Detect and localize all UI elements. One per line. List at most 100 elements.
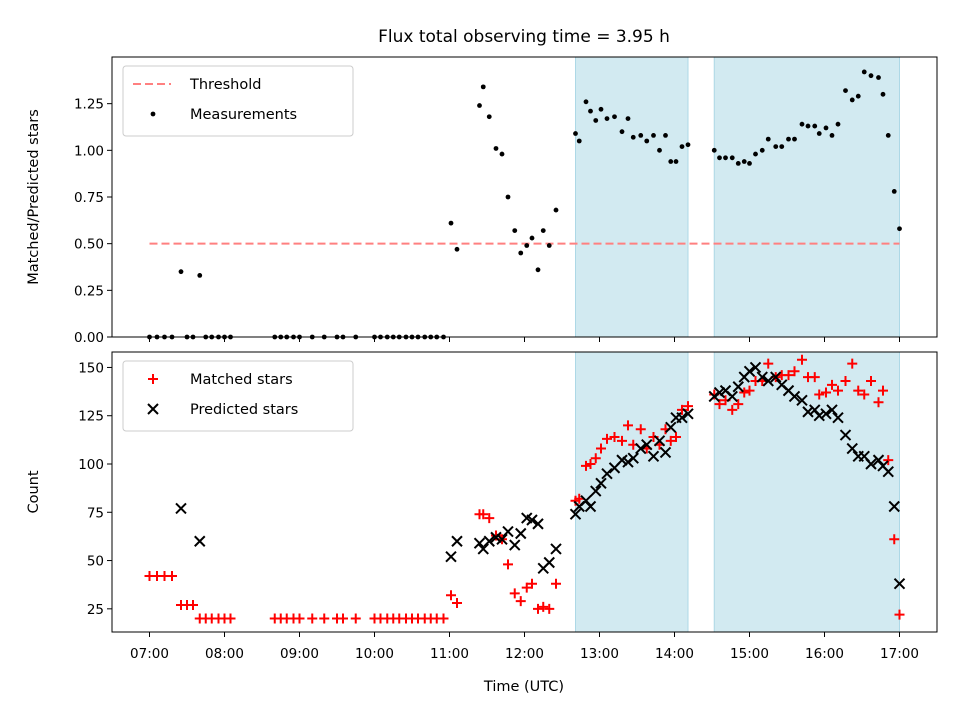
measurement-point bbox=[779, 144, 785, 150]
predicted-star-point bbox=[888, 500, 900, 513]
matched-star-point bbox=[623, 420, 633, 431]
y-tick-label: 0.25 bbox=[74, 283, 104, 299]
legend-label: Predicted stars bbox=[190, 402, 298, 418]
legend-label: Matched stars bbox=[190, 372, 293, 388]
matched-star-point bbox=[574, 493, 585, 504]
matched-star-point bbox=[581, 460, 591, 471]
predicted-star-point bbox=[749, 361, 762, 374]
x-tick-label: 13:00 bbox=[580, 646, 619, 662]
matched-star-point bbox=[635, 424, 646, 435]
matched-star-point bbox=[533, 603, 543, 614]
measurement-point bbox=[843, 88, 848, 93]
matched-star-point bbox=[814, 389, 825, 400]
predicted-star-point bbox=[726, 390, 738, 403]
x-tick-label: 14:00 bbox=[655, 646, 694, 662]
measurement-point bbox=[499, 151, 505, 157]
measurement-point bbox=[576, 138, 582, 144]
legend-label: Threshold bbox=[189, 77, 261, 93]
measurement-point bbox=[651, 133, 656, 138]
matched-star-point bbox=[544, 603, 555, 614]
measurement-point bbox=[197, 273, 203, 278]
predicted-star-point bbox=[543, 556, 555, 569]
measurement-point bbox=[486, 114, 492, 120]
predicted-star-point bbox=[477, 543, 489, 555]
matched-star-point bbox=[894, 609, 905, 620]
predicted-star-point bbox=[641, 438, 653, 451]
measurement-point bbox=[477, 103, 482, 108]
y-axis-label: Count bbox=[26, 470, 42, 513]
matched-star-point bbox=[609, 431, 620, 442]
measurement-point bbox=[529, 235, 535, 241]
ratio-panel: 0.00 0.25 0.50 0.75 1.00 1.25 Matched/Predicte… bbox=[26, 56, 938, 346]
measurement-point bbox=[816, 131, 822, 136]
matched-star-point bbox=[350, 613, 361, 624]
predicted-star-point bbox=[647, 450, 660, 462]
x-tick-label: 16:00 bbox=[805, 646, 844, 662]
predicted-star-point bbox=[569, 508, 582, 520]
matched-star-point bbox=[596, 443, 606, 454]
matched-star-point bbox=[338, 613, 348, 624]
measurement-point bbox=[668, 159, 674, 164]
observing-window-0 bbox=[575, 351, 689, 633]
measurement-point bbox=[773, 144, 779, 150]
predicted-star-point bbox=[627, 452, 639, 464]
predicted-star-point bbox=[826, 404, 838, 416]
matched-star-point bbox=[294, 613, 305, 624]
measurement-point bbox=[454, 246, 460, 252]
matched-star-point bbox=[538, 601, 549, 612]
predicted-star-point bbox=[682, 408, 694, 420]
measurement-point bbox=[625, 116, 631, 121]
measurement-point bbox=[799, 121, 805, 127]
predicted-star-point bbox=[770, 371, 782, 383]
predicted-star-point bbox=[832, 411, 844, 424]
measurement-point bbox=[518, 250, 524, 256]
measurement-point bbox=[593, 118, 599, 123]
measurement-point bbox=[673, 159, 679, 164]
measurement-point bbox=[829, 133, 835, 138]
matched-star-point bbox=[617, 435, 627, 446]
matched-star-point bbox=[727, 404, 738, 415]
predicted-star-point bbox=[813, 410, 825, 422]
matched-star-point bbox=[167, 571, 177, 581]
matched-star-point bbox=[873, 397, 884, 408]
measurement-point bbox=[753, 151, 758, 157]
matched-star-point bbox=[452, 598, 462, 609]
predicted-star-point bbox=[653, 435, 666, 447]
legend-predicted-swatch bbox=[147, 403, 159, 415]
measurement-point bbox=[897, 226, 902, 232]
measurement-point bbox=[540, 228, 546, 234]
matched-star-point bbox=[744, 385, 755, 396]
x-tick-label: 12:00 bbox=[505, 646, 544, 662]
y-tick-label: 125 bbox=[78, 409, 104, 425]
matched-star-point bbox=[859, 389, 870, 400]
matched-star-point bbox=[739, 387, 750, 398]
matched-star-point bbox=[503, 559, 513, 570]
y-axis-label: Matched/Predicted stars bbox=[26, 109, 42, 285]
measurement-point bbox=[512, 228, 518, 234]
chart-title: Flux total observing time = 3.95 h bbox=[378, 27, 670, 47]
matched-star-point bbox=[878, 385, 888, 396]
measurement-point bbox=[876, 75, 881, 80]
predicted-star-point bbox=[526, 514, 538, 526]
x-tick-label: 10:00 bbox=[355, 646, 394, 662]
measurement-point bbox=[868, 73, 874, 79]
measurement-point bbox=[505, 194, 511, 200]
matched-star-point bbox=[585, 459, 596, 469]
predicted-star-point bbox=[532, 518, 544, 530]
predicted-star-point bbox=[590, 485, 602, 497]
predicted-star-point bbox=[796, 394, 808, 406]
matched-star-point bbox=[847, 358, 858, 369]
x-tick-label: 11:00 bbox=[430, 646, 469, 662]
measurement-point bbox=[546, 243, 552, 248]
observing-window-0 bbox=[575, 56, 689, 338]
legend-matched-swatch bbox=[148, 374, 158, 384]
matched-star-point bbox=[840, 375, 851, 386]
predicted-star-point bbox=[595, 477, 607, 490]
x-tick-label: 08:00 bbox=[205, 646, 244, 662]
predicted-star-point bbox=[743, 365, 756, 378]
predicted-star-point bbox=[846, 442, 858, 455]
matched-star-point bbox=[833, 385, 843, 396]
matched-star-point bbox=[665, 435, 676, 446]
measurement-point bbox=[598, 106, 604, 112]
